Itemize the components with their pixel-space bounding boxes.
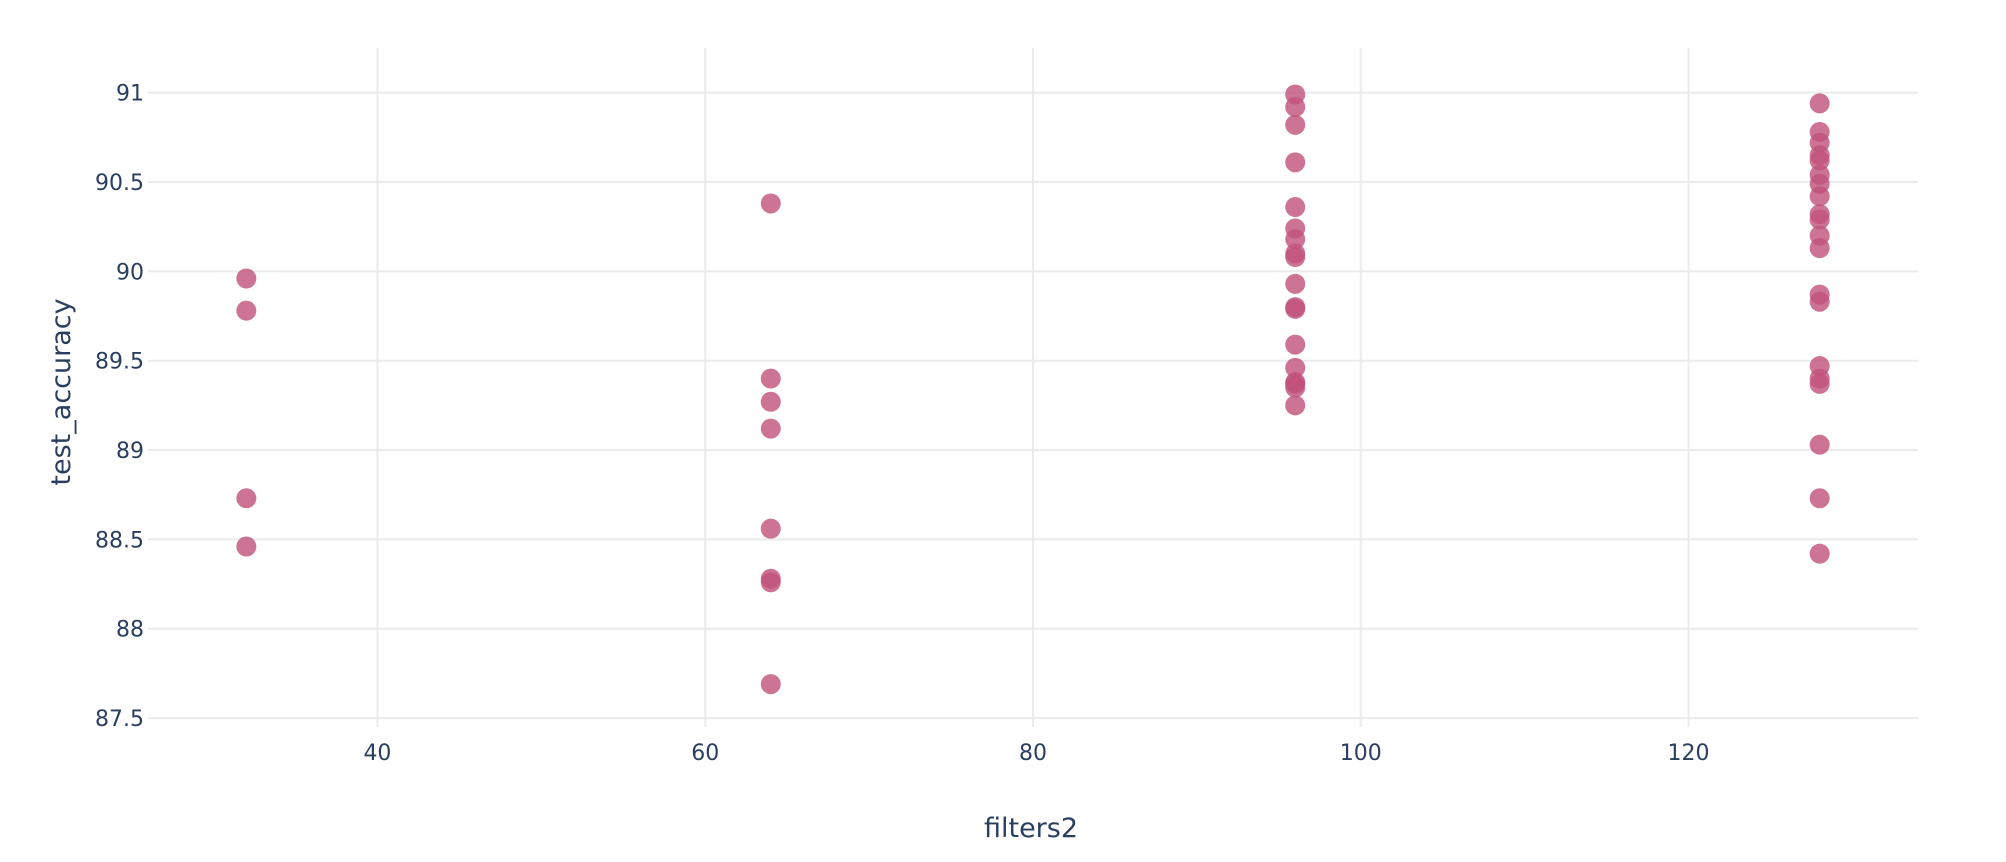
y-tick-label: 88 xyxy=(116,618,144,643)
y-axis-ticks: 87.5 88 88.5 89 89.5 90 90.5 91 xyxy=(95,82,144,732)
x-tick-label: 80 xyxy=(1019,741,1047,766)
data-point xyxy=(236,488,257,509)
x-axis-title: filters2 xyxy=(984,813,1078,844)
data-point xyxy=(760,368,781,389)
data-point xyxy=(1285,247,1306,268)
data-point xyxy=(1285,273,1306,294)
y-tick-label: 91 xyxy=(116,82,144,107)
x-tick-label: 100 xyxy=(1340,741,1382,766)
data-point xyxy=(760,418,781,439)
data-point xyxy=(760,193,781,214)
y-tick-label: 87.5 xyxy=(95,707,144,732)
data-point xyxy=(760,674,781,695)
x-axis-ticks: 40 60 80 100 120 xyxy=(363,741,1709,766)
data-point xyxy=(1809,373,1830,394)
data-point xyxy=(1285,298,1306,319)
data-point xyxy=(1809,238,1830,259)
data-point xyxy=(1285,152,1306,173)
data-point xyxy=(1285,357,1306,378)
data-point xyxy=(1809,93,1830,114)
data-point xyxy=(1809,150,1830,171)
y-tick-label: 90 xyxy=(116,260,144,285)
y-axis-title: test_accuracy xyxy=(46,298,77,485)
x-tick-label: 60 xyxy=(691,741,719,766)
y-tick-label: 89 xyxy=(116,439,144,464)
data-point xyxy=(1809,434,1830,455)
data-point xyxy=(1809,186,1830,207)
data-point xyxy=(1285,377,1306,398)
data-point xyxy=(760,391,781,412)
data-point xyxy=(1285,334,1306,355)
y-tick-label: 88.5 xyxy=(95,528,144,553)
data-point xyxy=(1285,114,1306,135)
data-point xyxy=(236,536,257,557)
data-point xyxy=(236,300,257,321)
data-point xyxy=(1285,229,1306,250)
data-point xyxy=(1285,197,1306,218)
grid-lines xyxy=(148,48,1918,727)
x-tick-label: 120 xyxy=(1668,741,1710,766)
data-point xyxy=(1285,395,1306,416)
data-point xyxy=(236,268,257,289)
y-tick-label: 90.5 xyxy=(95,171,144,196)
y-tick-label: 89.5 xyxy=(95,350,144,375)
data-point xyxy=(1809,209,1830,230)
data-point xyxy=(1809,291,1830,312)
data-point xyxy=(760,518,781,539)
data-point xyxy=(760,572,781,593)
x-tick-label: 40 xyxy=(363,741,391,766)
data-points xyxy=(236,84,1830,695)
data-point xyxy=(1285,96,1306,117)
data-point xyxy=(1809,488,1830,509)
data-point xyxy=(1809,543,1830,564)
